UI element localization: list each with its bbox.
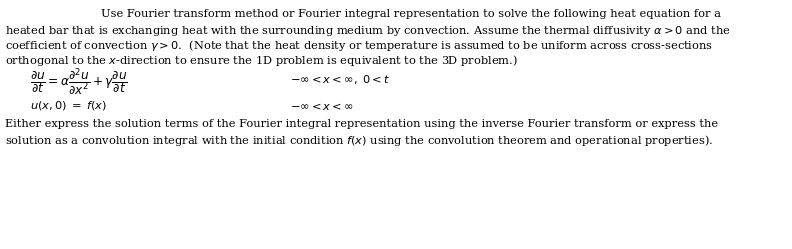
Text: Use Fourier transform method or Fourier integral representation to solve the fol: Use Fourier transform method or Fourier … [71, 9, 721, 19]
Text: Either express the solution terms of the Fourier integral representation using t: Either express the solution terms of the… [5, 119, 718, 128]
Text: heated bar that is exchanging heat with the surrounding medium by convection. As: heated bar that is exchanging heat with … [5, 23, 731, 38]
Text: coefficient of convection $\gamma > 0$.  (Note that the heat density or temperat: coefficient of convection $\gamma > 0$. … [5, 38, 713, 53]
Text: $\dfrac{\partial u}{\partial t} = \alpha\dfrac{\partial^2 u}{\partial x^2} + \ga: $\dfrac{\partial u}{\partial t} = \alpha… [30, 66, 128, 98]
Text: $-\infty < x < \infty, \; 0 < t$: $-\infty < x < \infty, \; 0 < t$ [290, 72, 390, 85]
Text: $u(x,0) \;=\; f(x)$: $u(x,0) \;=\; f(x)$ [30, 99, 107, 112]
Text: $-\infty < x < \infty$: $-\infty < x < \infty$ [290, 101, 354, 112]
Text: solution as a convolution integral with the initial condition $f(x)$ using the c: solution as a convolution integral with … [5, 133, 714, 148]
Text: orthogonal to the $x$-direction to ensure the 1D problem is equivalent to the 3D: orthogonal to the $x$-direction to ensur… [5, 53, 518, 67]
